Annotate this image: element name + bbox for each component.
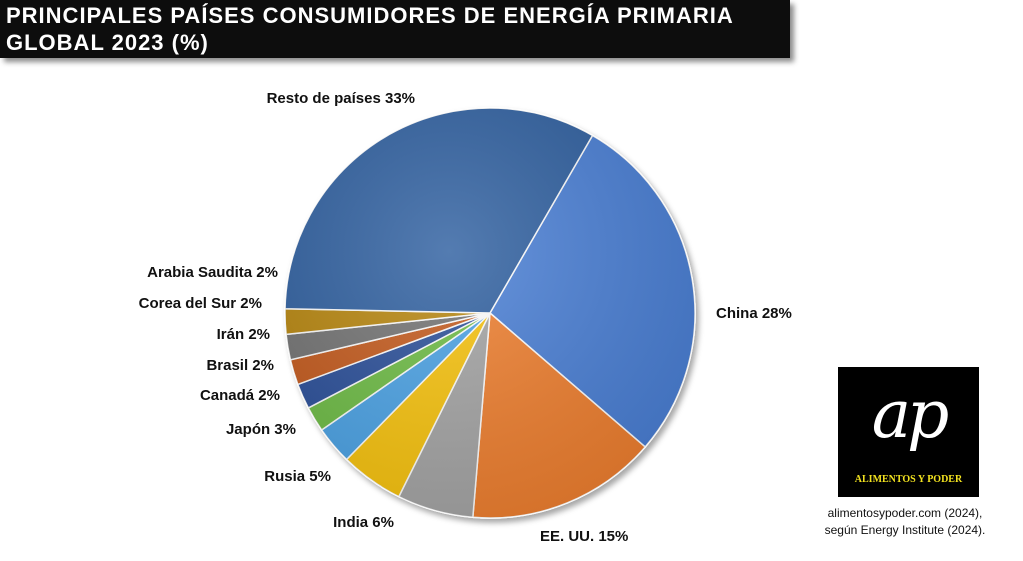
source-note: alimentosypoder.com (2024), según Energy… — [790, 505, 1020, 539]
slice-label: Japón 3% — [226, 421, 296, 438]
title-banner: PRINCIPALES PAÍSES CONSUMIDORES DE ENERG… — [0, 0, 790, 58]
logo-text: ALIMENTOS Y PODER — [854, 474, 963, 485]
slice-label: Rusia 5% — [264, 468, 331, 485]
slice-label: Brasil 2% — [206, 357, 274, 374]
source-line-1: alimentosypoder.com (2024), — [827, 506, 983, 520]
slice-label: Arabia Saudita 2% — [147, 264, 278, 281]
source-line-2: según Energy Institute (2024). — [824, 523, 986, 537]
slice-label: India 6% — [333, 514, 394, 531]
chart-title: PRINCIPALES PAÍSES CONSUMIDORES DE ENERG… — [6, 3, 733, 55]
logo: ap ALIMENTOS Y PODER — [838, 367, 979, 497]
slice-label: China 28% — [716, 305, 792, 322]
slice-label: Resto de países 33% — [267, 90, 415, 107]
slice-label: EE. UU. 15% — [540, 528, 628, 545]
slice-label: Irán 2% — [217, 326, 270, 343]
slice-label: Corea del Sur 2% — [139, 295, 262, 312]
slice-label: Canadá 2% — [200, 387, 280, 404]
logo-mark: ap — [871, 376, 950, 453]
